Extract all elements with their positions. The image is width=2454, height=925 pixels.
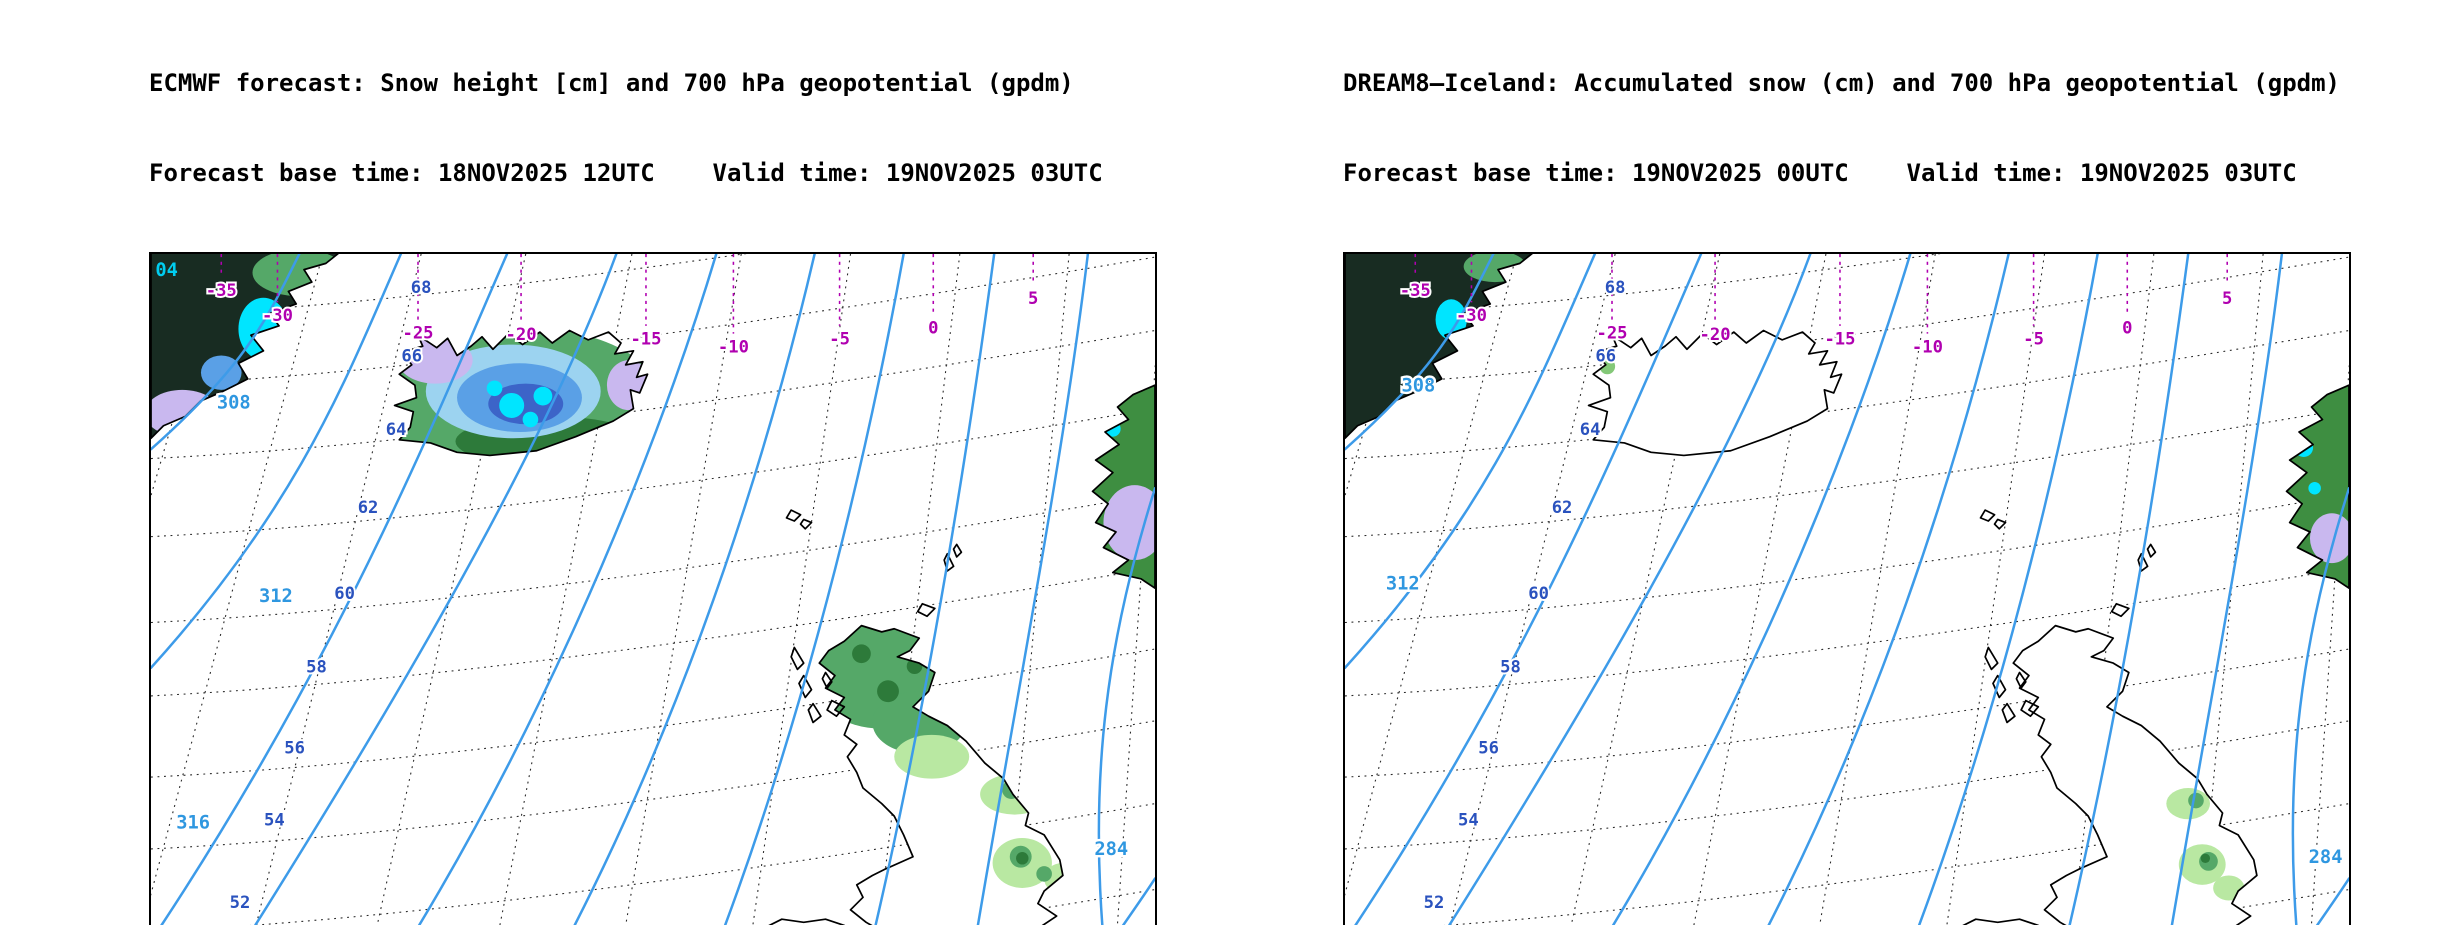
temperature-label: 5 [2222, 289, 2232, 309]
latitude-label: 66 [401, 347, 422, 367]
latitude-label: 64 [386, 420, 407, 440]
temperature-label: -10 [1912, 337, 1943, 357]
latitude-label: 52 [230, 893, 251, 913]
temperature-label: -35 [1400, 281, 1431, 301]
temperature-label: -20 [1700, 325, 1731, 345]
temperature-contour-stubs [220, 254, 1034, 335]
temperature-label: -25 [403, 323, 434, 343]
panel-dream8-title: DREAM8–Iceland: Accumulated snow (cm) an… [1343, 8, 2351, 248]
latitude-label: 66 [1595, 347, 1616, 367]
temperature-label: -15 [1824, 330, 1855, 350]
latitude-label: 68 [411, 278, 432, 298]
temperature-label: -5 [2023, 330, 2044, 350]
latitude-label: 54 [1458, 810, 1479, 830]
land-fill [151, 254, 1155, 925]
geopotential-label: 312 [259, 586, 293, 607]
geopotential-label: 284 [2309, 847, 2343, 868]
temperature-label: -25 [1597, 323, 1628, 343]
temperature-label: -20 [506, 325, 537, 345]
panel-title-line1: ECMWF forecast: Snow height [cm] and 700… [149, 69, 1074, 97]
temperature-label: 0 [928, 319, 938, 339]
latitude-label: 52 [1424, 893, 1445, 913]
snow-layer-ecmwf [151, 254, 1155, 895]
latitude-label: 58 [306, 657, 327, 677]
latitude-label: 58 [1500, 657, 1521, 677]
temperature-contour-stubs [1414, 254, 2228, 335]
map-canvas-dream8: 68666462605856545250 -35-30-25-20-15-10-… [1345, 254, 2349, 925]
temperature-label: -15 [630, 330, 661, 350]
latitude-label: 60 [334, 584, 355, 604]
temperature-label: 0 [2122, 319, 2132, 339]
geopotential-label: 308 [217, 393, 251, 414]
temperature-label: -35 [206, 281, 237, 301]
panel-title-line1: DREAM8–Iceland: Accumulated snow (cm) an… [1343, 69, 2340, 97]
geopotential-label: 284 [1094, 839, 1128, 860]
geopotential-label: 04 [155, 260, 178, 281]
panel-ecmwf: ECMWF forecast: Snow height [cm] and 700… [149, 8, 1157, 925]
latitude-label: 56 [1478, 739, 1499, 759]
geopotential-label: 308 [1401, 375, 1435, 396]
latitude-label: 62 [358, 498, 379, 518]
panel-title-line2: Forecast base time: 19NOV2025 00UTC Vali… [1343, 159, 2297, 187]
temperature-label: -5 [829, 330, 850, 350]
latitude-label: 60 [1528, 584, 1549, 604]
panel-ecmwf-title: ECMWF forecast: Snow height [cm] and 700… [149, 8, 1157, 248]
temperature-label: -10 [718, 337, 749, 357]
geopotential-label: 316 [176, 813, 210, 834]
map-ecmwf: 68666462605856545250 -35-30-25-20-15-10-… [149, 252, 1157, 925]
land-fill [1345, 254, 2349, 925]
latitude-label: 68 [1605, 278, 1626, 298]
latitude-label: 62 [1552, 498, 1573, 518]
geopotential-label: 312 [1386, 574, 1420, 595]
temperature-label: -30 [262, 306, 293, 326]
panel-title-line2: Forecast base time: 18NOV2025 12UTC Vali… [149, 159, 1103, 187]
latitude-label: 54 [264, 810, 285, 830]
panel-dream8: DREAM8–Iceland: Accumulated snow (cm) an… [1343, 8, 2351, 925]
latitude-label: 56 [284, 739, 305, 759]
map-canvas-ecmwf: 68666462605856545250 -35-30-25-20-15-10-… [151, 254, 1155, 925]
temperature-label: -30 [1456, 306, 1487, 326]
map-dream8: 68666462605856545250 -35-30-25-20-15-10-… [1343, 252, 2351, 925]
latitude-label: 64 [1580, 420, 1601, 440]
temperature-label: 5 [1028, 289, 1038, 309]
